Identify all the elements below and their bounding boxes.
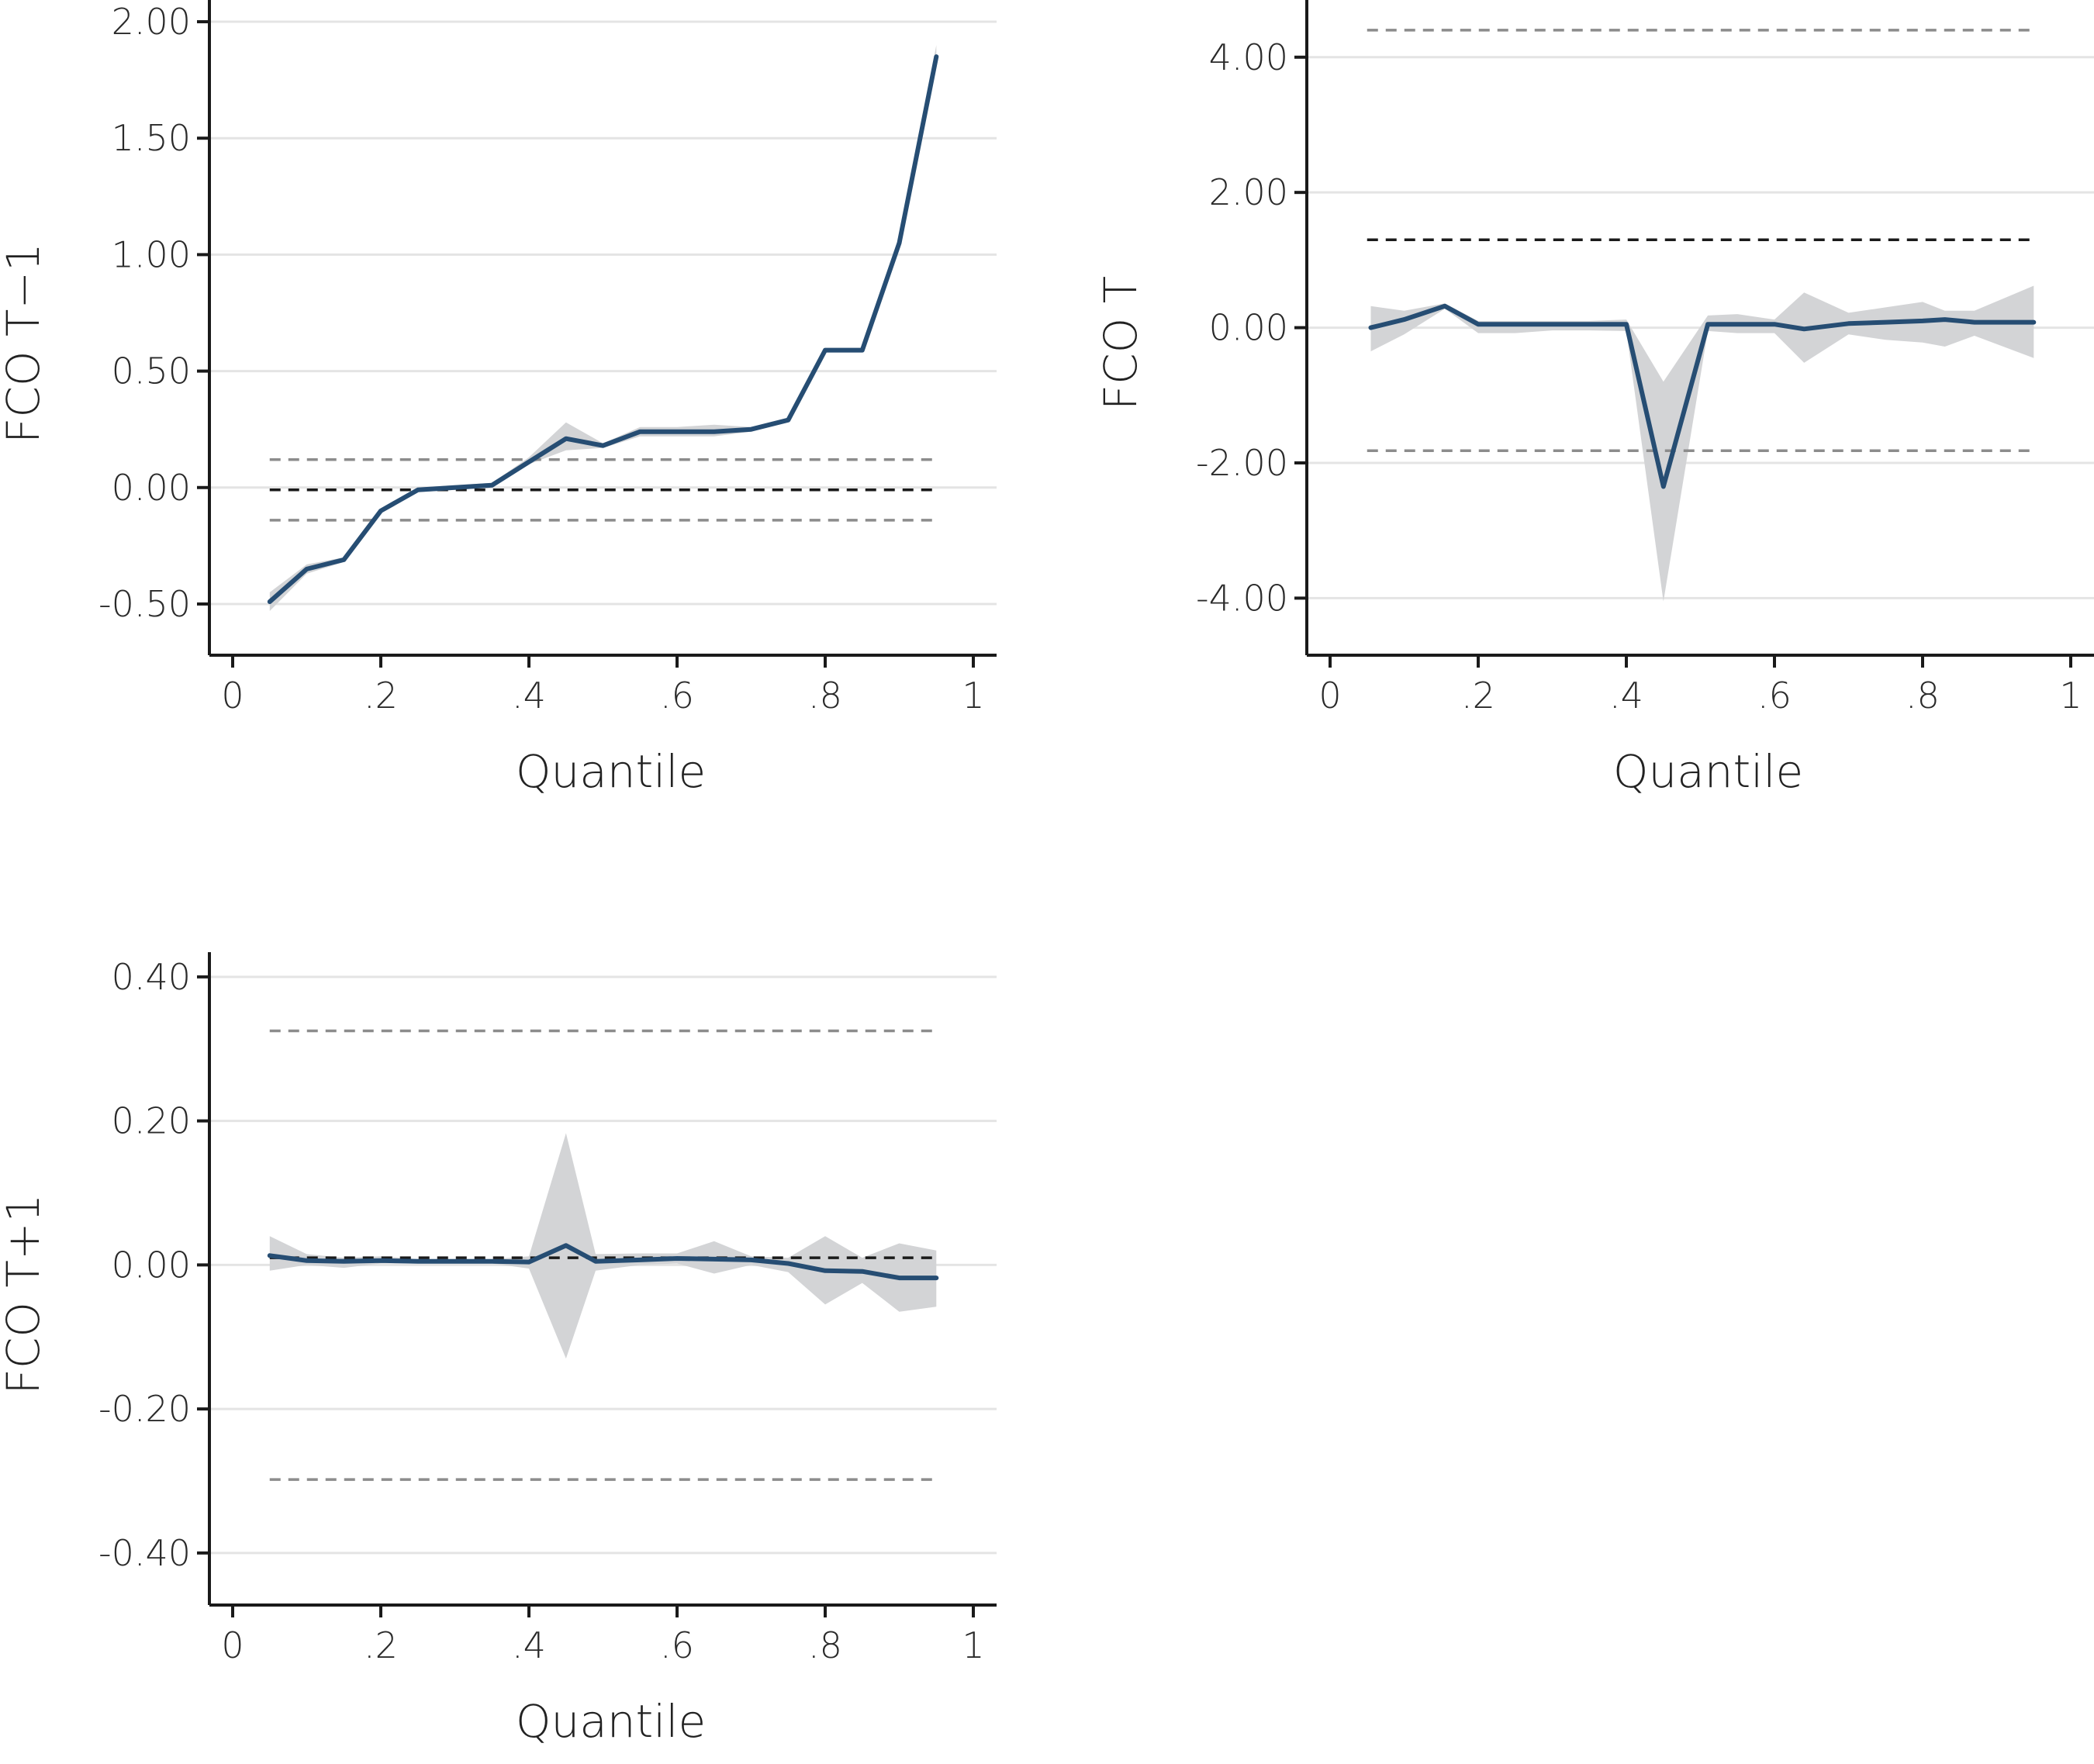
x-axis-title: Quantile [516, 1695, 706, 1748]
y-tick-label: 0.20 [112, 1100, 191, 1142]
y-tick-label: 1.00 [112, 233, 191, 275]
y-tick-label: 1.50 [112, 117, 191, 159]
x-tick-label: .8 [808, 1624, 842, 1666]
y-tick-label: 0.40 [112, 956, 191, 998]
x-tick-label: 0 [221, 1624, 244, 1666]
y-tick-label: 0.00 [112, 467, 191, 509]
x-tick-label: 1 [2059, 675, 2082, 716]
y-tick-label: 0.00 [1209, 307, 1288, 349]
y-tick-label: -0.50 [98, 583, 191, 625]
x-tick-label: .2 [1461, 675, 1495, 716]
x-tick-label: .6 [660, 675, 694, 716]
y-tick-label: 0.50 [112, 350, 191, 392]
chart-panel-2: -4.00 -2.00 0.00 2.00 4.00 0 .2 .4 .6 .8 1 Quantile… [1094, 0, 2094, 798]
y-tick-label: 4.00 [1209, 36, 1288, 78]
x-tick-label: .8 [808, 675, 842, 716]
x-tick-label: .4 [512, 675, 546, 716]
y-axis-title: FCO T+1 [0, 1194, 50, 1395]
chart-panel-1: -0.50 0.00 0.50 1.00 1.50 2.00 0 .2 .4 .6 .8 1 Quant… [0, 0, 997, 798]
x-axis-title: Quantile [516, 745, 706, 798]
y-tick-label: -2.00 [1196, 442, 1288, 484]
y-tick-label: -0.20 [98, 1388, 191, 1430]
y-axis-title: FCO T−1 [0, 243, 50, 444]
confidence-band [269, 1133, 937, 1359]
y-axis-title: FCO T [1094, 276, 1147, 410]
x-tick-label: .4 [1609, 675, 1643, 716]
y-tick-label: 2.00 [112, 1, 191, 43]
x-tick-label: .6 [660, 1624, 694, 1666]
x-tick-label: .2 [364, 675, 398, 716]
x-tick-label: 1 [962, 1624, 984, 1666]
confidence-band [1370, 285, 2034, 602]
x-tick-label: .4 [512, 1624, 546, 1666]
x-tick-label: .2 [364, 1624, 398, 1666]
x-tick-label: 0 [221, 675, 244, 716]
y-tick-label: -0.40 [98, 1532, 191, 1574]
x-tick-label: .8 [1906, 675, 1940, 716]
y-tick-label: 0.00 [112, 1244, 191, 1286]
x-tick-label: .6 [1757, 675, 1792, 716]
chart-panel-3: -0.40 -0.20 0.00 0.20 0.40 0 .2 .4 .6 .8 1 Quantile… [0, 952, 997, 1748]
x-tick-label: 1 [962, 675, 984, 716]
y-tick-label: 2.00 [1209, 171, 1288, 213]
x-tick-label: 0 [1318, 675, 1341, 716]
y-tick-label: -4.00 [1196, 577, 1288, 619]
x-axis-title: Quantile [1613, 745, 1803, 798]
